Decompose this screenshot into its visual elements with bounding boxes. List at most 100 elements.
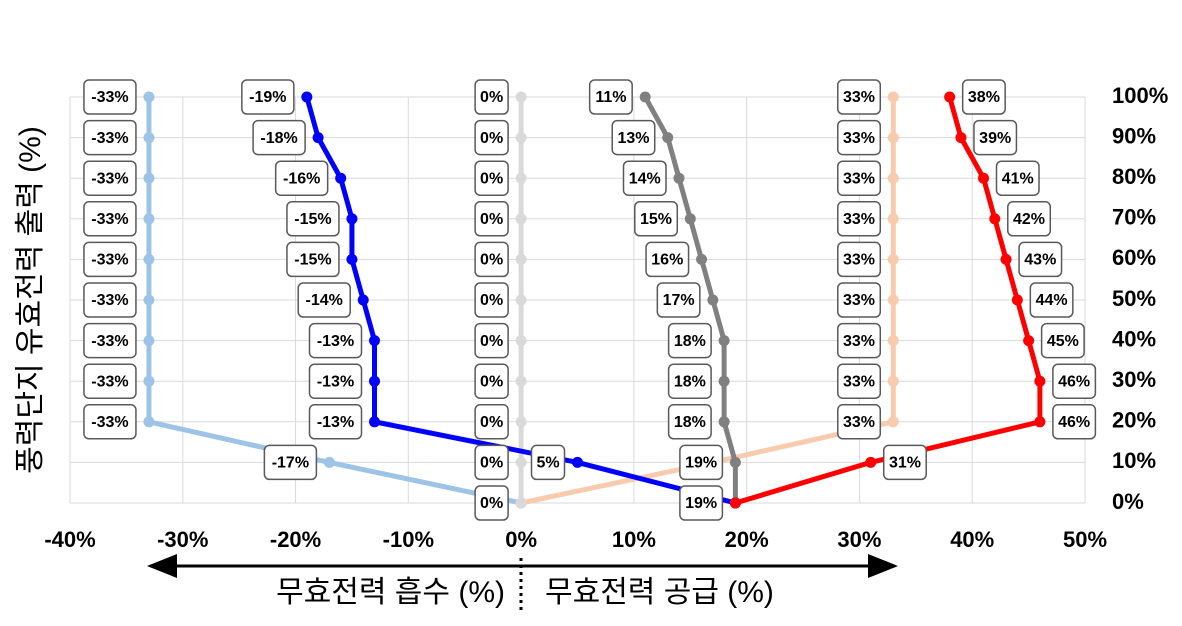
point: [515, 253, 527, 265]
label-box: [83, 201, 137, 237]
point: [684, 213, 696, 225]
label-box: [474, 444, 509, 481]
data-label: 0%: [480, 373, 503, 390]
label-box: [973, 119, 1018, 156]
x-tick-label: 10%: [612, 527, 656, 552]
data-label: -16%: [283, 170, 320, 187]
label-box: [530, 444, 566, 481]
y-tick-label: 90%: [1112, 123, 1156, 148]
data-label: -13%: [317, 373, 354, 390]
label-box: [1040, 322, 1085, 359]
y-tick-label: 30%: [1112, 367, 1156, 392]
point: [515, 172, 527, 184]
label-box: [83, 282, 137, 318]
point: [707, 294, 719, 306]
label-box: [474, 363, 509, 399]
data-label: 33%: [843, 130, 875, 147]
data-label: 45%: [1047, 333, 1079, 350]
data-label: 43%: [1024, 252, 1056, 269]
data-label: 33%: [843, 373, 875, 390]
label-box: [308, 404, 363, 440]
label-box: [83, 241, 137, 278]
label-box: [252, 119, 306, 156]
label-box: [1052, 363, 1097, 399]
data-label: -15%: [294, 252, 331, 269]
point: [143, 335, 155, 347]
label-box: [679, 444, 724, 481]
point: [346, 213, 358, 225]
point: [696, 253, 708, 265]
x-tick-label: 20%: [725, 527, 769, 552]
point: [673, 172, 685, 184]
x-left-title: 무효전력 흡수 (%): [276, 576, 505, 609]
data-label: -15%: [294, 211, 331, 228]
x-tick-label: -30%: [157, 527, 208, 552]
data-label: 38%: [968, 89, 1000, 106]
data-label: 0%: [480, 170, 503, 187]
point: [662, 132, 674, 144]
label-box: [274, 160, 329, 196]
data-label: 44%: [1036, 292, 1068, 309]
label-box: [474, 322, 509, 359]
label-box: [995, 160, 1040, 196]
x-tick-label: 40%: [950, 527, 994, 552]
data-label: 19%: [685, 495, 717, 512]
label-box: [961, 79, 1006, 115]
data-label: -33%: [91, 211, 128, 228]
point: [369, 375, 380, 387]
point: [301, 91, 313, 103]
point: [729, 497, 741, 509]
label-box: [241, 79, 295, 115]
label-box: [837, 201, 882, 237]
label-box: [588, 79, 633, 115]
data-label: -33%: [91, 89, 128, 106]
point: [143, 132, 155, 144]
data-label: 18%: [674, 373, 706, 390]
data-label: 0%: [480, 130, 503, 147]
label-box: [837, 160, 882, 196]
point: [944, 91, 956, 103]
data-label: -33%: [91, 252, 128, 269]
data-label: -33%: [91, 333, 128, 350]
point: [572, 456, 583, 468]
data-label: -33%: [91, 170, 128, 187]
y-axis-title: 풍력단지 유효전력 출력 (%): [14, 126, 47, 474]
label-box: [263, 444, 318, 481]
data-label: 33%: [843, 414, 875, 431]
y-tick-label: 40%: [1112, 326, 1156, 351]
data-label: 18%: [674, 333, 706, 350]
point: [312, 132, 324, 144]
point: [515, 91, 527, 103]
point: [887, 294, 899, 306]
data-label: 0%: [480, 252, 503, 269]
point: [1023, 335, 1035, 347]
data-label: 33%: [843, 333, 875, 350]
point: [955, 132, 967, 144]
data-label: -19%: [249, 89, 286, 106]
data-label: 46%: [1058, 414, 1090, 431]
point: [515, 416, 527, 428]
point: [335, 172, 347, 184]
point: [323, 456, 335, 468]
point: [1011, 294, 1023, 306]
y-tick-label: 50%: [1112, 286, 1156, 311]
y-tick-label: 20%: [1112, 408, 1156, 433]
data-label: 42%: [1013, 211, 1045, 228]
label-box: [286, 201, 340, 237]
x-tick-label: 0%: [505, 527, 537, 552]
label-box: [634, 201, 679, 237]
point: [143, 294, 155, 306]
data-label: 33%: [843, 292, 875, 309]
label-box: [837, 322, 882, 359]
label-box: [1052, 404, 1097, 440]
label-box: [83, 322, 137, 359]
label-box: [1018, 241, 1063, 278]
data-label: 33%: [843, 211, 875, 228]
label-box: [837, 241, 882, 278]
label-box: [286, 241, 340, 278]
point: [887, 253, 899, 265]
point: [639, 91, 651, 103]
data-label: 18%: [674, 414, 706, 431]
x-tick-label: -20%: [270, 527, 321, 552]
point: [143, 172, 155, 184]
